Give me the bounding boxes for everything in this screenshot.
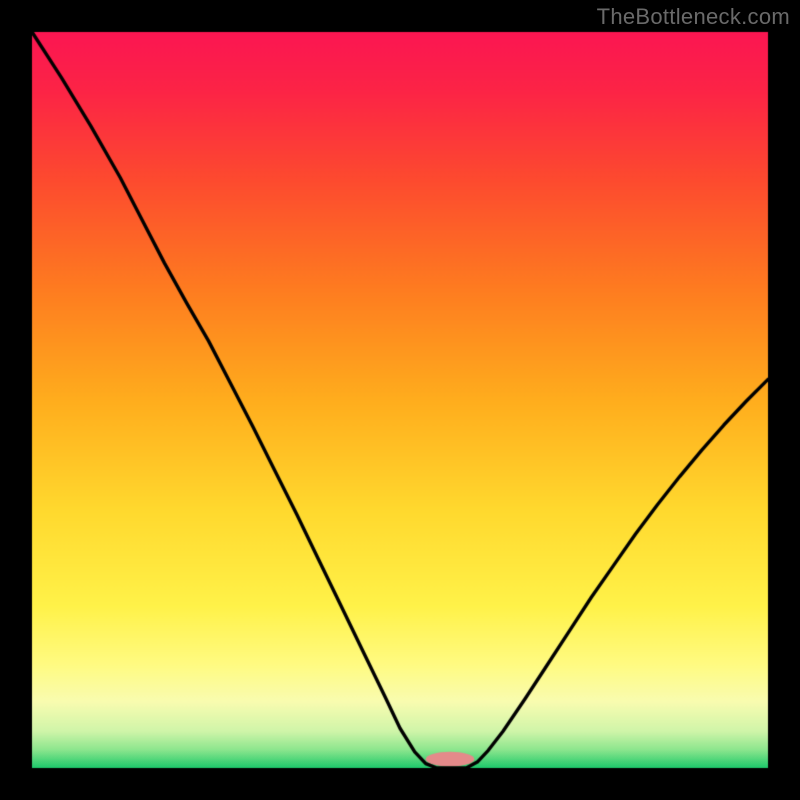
watermark-text: TheBottleneck.com [597, 4, 790, 30]
bottleneck-curve-chart [0, 0, 800, 800]
chart-container: TheBottleneck.com [0, 0, 800, 800]
